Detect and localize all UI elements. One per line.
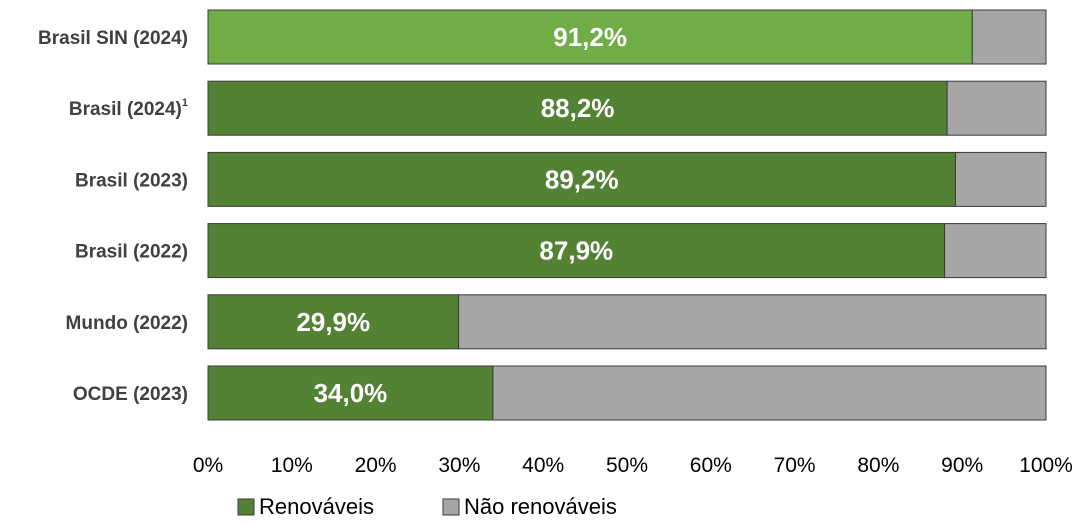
category-label: Brasil (2023) [75,170,188,191]
legend-label: Renováveis [259,494,374,519]
bar-renovaveis [207,151,956,207]
bar-renovaveis [207,80,948,136]
x-tick-label: 40% [522,454,564,477]
x-tick-label: 50% [606,454,648,477]
data-label: 87,9% [539,236,613,266]
x-tick-label: 90% [941,454,983,477]
bar-nao-renovaveis [954,151,1047,207]
bar-renovaveis [207,294,460,350]
category-label: Brasil SIN (2024) [38,28,188,49]
data-label: 34,0% [314,378,388,408]
legend-swatch [442,498,460,516]
bar-nao-renovaveis [944,223,1047,279]
bar-nao-renovaveis [971,9,1047,65]
legend-swatch [237,498,255,516]
category-label: Mundo (2022) [66,313,188,334]
bar-nao-renovaveis [458,294,1047,350]
x-tick-label: 30% [438,454,480,477]
x-tick-label: 60% [690,454,732,477]
category-label: OCDE (2023) [73,384,188,405]
category-label: Brasil (2024)1 [69,97,188,120]
bar-renovaveis [207,365,494,421]
x-tick-label: 70% [774,454,816,477]
data-label: 88,2% [541,93,615,123]
bar-nao-renovaveis [946,80,1047,136]
x-tick-label: 20% [355,454,397,477]
data-label: 91,2% [553,22,627,52]
data-label: 89,2% [545,164,619,194]
data-label: 29,9% [296,307,370,337]
legend-label: Não renováveis [464,494,617,519]
x-tick-label: 80% [857,454,899,477]
category-label: Brasil (2022) [75,242,188,263]
bar-nao-renovaveis [492,365,1047,421]
bar-renovaveis [207,9,973,65]
x-tick-label: 100% [1019,454,1073,477]
bar-renovaveis [207,223,946,279]
x-tick-label: 10% [271,454,313,477]
x-tick-label: 0% [193,454,223,477]
